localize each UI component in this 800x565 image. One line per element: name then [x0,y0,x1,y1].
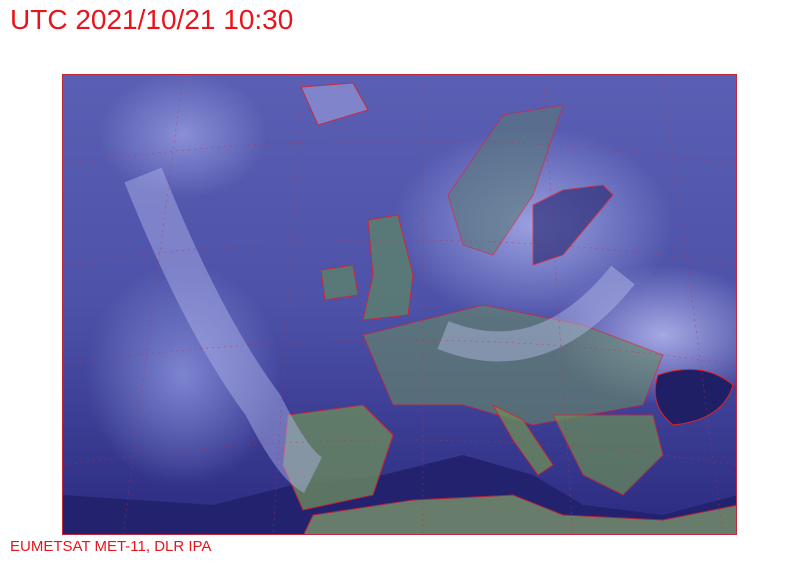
balkans-land [552,414,664,496]
timestamp-title: UTC 2021/10/21 10:30 [10,4,294,35]
cloud-band [437,265,635,362]
satellite-image [62,74,737,535]
cloud-band [124,167,324,493]
data-source-credit: EUMETSAT MET-11, DLR IPA [10,538,212,555]
mediterranean-sea [63,455,736,534]
scandinavia-land [447,104,564,256]
baltic-sea [532,184,614,266]
iceland-land [300,82,369,126]
italy-land [491,403,554,476]
africa-land [303,494,736,534]
ireland-land [320,264,359,301]
black-sea [654,368,734,426]
europe-land [362,304,664,426]
graticule [63,75,736,534]
coastline-overlay [63,75,736,534]
iberia-land [282,404,394,511]
britain-land [362,214,414,321]
